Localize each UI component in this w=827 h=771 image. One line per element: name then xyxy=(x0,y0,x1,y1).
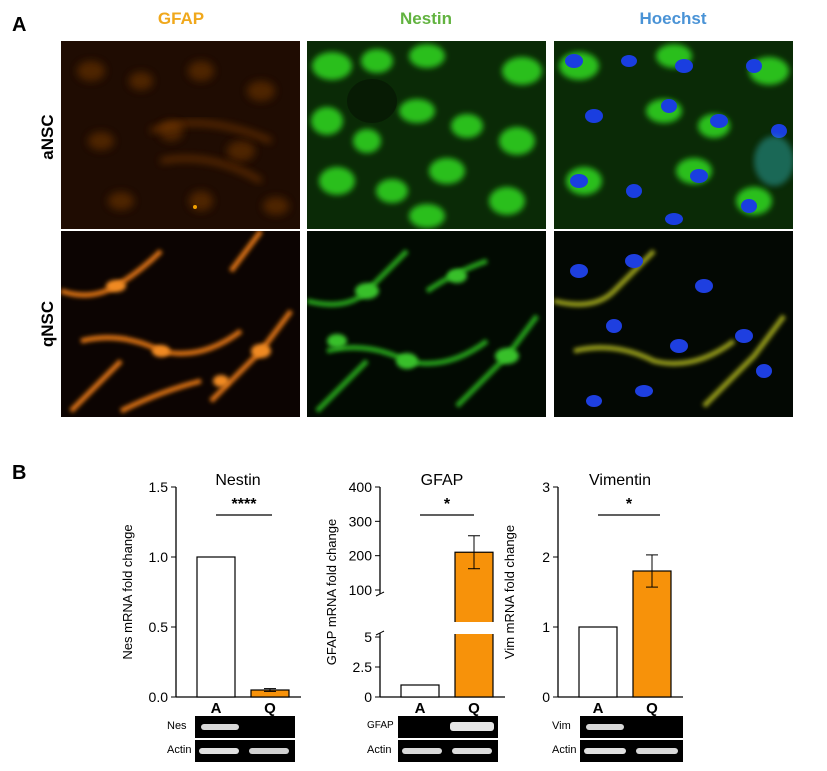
panel-b-letter: B xyxy=(12,462,27,484)
gel-2-band-1 xyxy=(398,716,498,738)
chart-1-ytick-label: 0.5 xyxy=(149,619,169,635)
column-header-nestin: Nestin xyxy=(400,9,452,28)
chart-1-xtick-label-A: A xyxy=(211,700,222,717)
chart-1-ylabel: Nes mRNA fold change xyxy=(120,524,135,659)
chart-3-ytick-label: 3 xyxy=(542,479,550,495)
chart-1-bar-A xyxy=(196,556,236,698)
micrograph-ansc-gfap xyxy=(61,41,300,229)
micrograph-qnsc-merge xyxy=(554,231,793,417)
chart-2-ylabel: GFAP mRNA fold change xyxy=(324,519,339,665)
chart-2-significance-label: * xyxy=(444,496,451,513)
chart-2-ytick-label: 2.5 xyxy=(353,659,373,675)
gel-3-band-1 xyxy=(580,716,683,738)
chart-3-ytick-label: 1 xyxy=(542,619,550,635)
chart-2-xtick-label-Q: Q xyxy=(468,700,480,717)
gel-3-lane-label-2: Actin xyxy=(552,744,577,756)
gel-3-lane-label-1: Vim xyxy=(552,720,571,732)
chart-2-break-mark xyxy=(375,630,385,636)
micrograph-ansc-merge xyxy=(554,41,793,229)
chart-3-ylabel: Vim mRNA fold change xyxy=(502,525,517,659)
gel-2-lane-label-2: Actin xyxy=(367,744,392,756)
chart-2-title: GFAP xyxy=(421,472,464,489)
gel-1-band-1 xyxy=(195,716,295,738)
panel-a-letter: A xyxy=(12,14,27,36)
chart-3-ytick-label: 0 xyxy=(542,689,550,705)
chart-3-xtick-label-Q: Q xyxy=(646,700,658,717)
chart-3-ytick-label: 2 xyxy=(542,549,550,565)
chart-3-bar-Q xyxy=(632,570,672,698)
chart-2-ytick-label: 0 xyxy=(364,689,372,705)
column-header-gfap: GFAP xyxy=(157,9,205,28)
gel-3-band-2 xyxy=(580,740,683,762)
chart-1-ytick-label: 1.5 xyxy=(149,479,169,495)
chart-1-ytick-label: 0.0 xyxy=(149,689,169,705)
chart-2-ytick-label: 200 xyxy=(349,548,373,564)
gel-1-lane-label-1: Nes xyxy=(167,720,187,732)
chart-1-ytick-label: 1.0 xyxy=(149,549,169,565)
chart-3-xtick-label-A: A xyxy=(593,700,604,717)
micrograph-qnsc-nestin xyxy=(307,231,546,417)
gel-2-lane-label-1: GFAP xyxy=(367,720,394,731)
chart-2-ytick-label: 100 xyxy=(349,582,373,598)
column-header-hoechst: Hoechst xyxy=(639,9,707,28)
gel-1-band-2 xyxy=(195,740,295,762)
chart-2-bar-break xyxy=(453,622,495,634)
chart-1-title: Nestin xyxy=(215,472,260,489)
gel-1-lane-label-2: Actin xyxy=(167,744,192,756)
chart-2-ytick-label: 400 xyxy=(349,479,373,495)
chart-2-bar-A xyxy=(400,684,440,698)
gel-2-band-2 xyxy=(398,740,498,762)
chart-2-break-mark xyxy=(375,591,385,597)
chart-1-significance-label: **** xyxy=(232,496,258,513)
chart-3-bar-A xyxy=(578,626,618,698)
chart-2-xtick-label-A: A xyxy=(415,700,426,717)
chart-1-xtick-label-Q: Q xyxy=(264,700,276,717)
chart-3-title: Vimentin xyxy=(589,472,651,489)
micrograph-ansc-nestin xyxy=(307,41,546,229)
chart-2-ytick-label: 5 xyxy=(364,629,372,645)
chart-3-significance-label: * xyxy=(626,496,633,513)
chart-2-axis-break xyxy=(375,594,385,633)
micrograph-qnsc-gfap xyxy=(61,231,300,417)
chart-2-ytick-label: 300 xyxy=(349,513,373,529)
